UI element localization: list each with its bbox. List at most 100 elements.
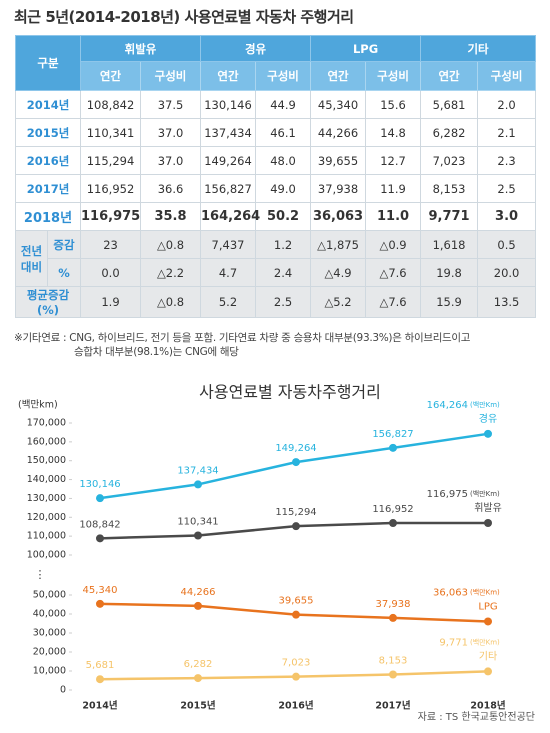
table-cell: 164,264 bbox=[200, 202, 260, 231]
table-cell: 9,771 bbox=[420, 202, 479, 231]
table-cell: 11.0 bbox=[365, 202, 422, 231]
header-cell: 구성비 bbox=[255, 61, 312, 91]
x-tick-label: 2018년 bbox=[470, 700, 505, 712]
header-row: 구분 휘발유 경유 LPG 기타 bbox=[14, 35, 537, 91]
table-cell: △0.9 bbox=[365, 230, 422, 259]
table-cell: 13.5 bbox=[477, 286, 537, 318]
y-tick-label: 160,000 bbox=[27, 436, 66, 447]
data-point bbox=[96, 599, 104, 608]
table-cell: 149,264 bbox=[200, 146, 257, 175]
header-cell: 기타 bbox=[420, 35, 537, 62]
table-cell: 20.0 bbox=[477, 258, 537, 287]
table-cell: 1.9 bbox=[80, 286, 142, 318]
table-cell: 50.2 bbox=[255, 202, 312, 231]
table-cell: 15.9 bbox=[420, 286, 479, 318]
y-tick-label: 110,000 bbox=[27, 531, 66, 542]
table-title: 최근 5년(2014-2018년) 사용연료별 자동차 주행거리 bbox=[14, 8, 354, 26]
table-cell: 8,153 bbox=[420, 174, 479, 203]
table-cell: 115,294 bbox=[80, 146, 142, 175]
data-label: 110,341 bbox=[177, 516, 218, 527]
table-cell: 15.6 bbox=[365, 90, 422, 119]
table-cell: 48.0 bbox=[255, 146, 312, 175]
data-label: 44,266 bbox=[181, 587, 216, 598]
data-point bbox=[292, 672, 300, 681]
note-line: ※기타연료 : CNG, 하이브리드, 전기 등을 포함. 기타연료 차량 중 … bbox=[14, 332, 471, 344]
table-cell: 2.5 bbox=[255, 286, 312, 318]
table-cell: 2.3 bbox=[477, 146, 537, 175]
table-row: 2016년 115,294 37.0 149,264 48.0 39,655 12.7 7,0… bbox=[14, 146, 537, 175]
x-tick-label: 2015년 bbox=[180, 700, 215, 712]
data-label: 5,681 bbox=[86, 660, 115, 671]
table-cell: △7.6 bbox=[365, 286, 422, 318]
y-tick-label: 170,000 bbox=[27, 418, 66, 429]
unit-note: (백만Km) bbox=[470, 400, 500, 409]
header-cell: 경유 bbox=[200, 35, 312, 62]
data-point bbox=[96, 675, 104, 684]
header-cell: 연간 bbox=[310, 61, 367, 91]
table-cell: △7.6 bbox=[365, 258, 422, 287]
data-label: 39,655 bbox=[279, 596, 314, 607]
data-point bbox=[484, 617, 492, 626]
note: ※기타연료 : CNG, 하이브리드, 전기 등을 포함. 기타연료 차량 중 … bbox=[14, 331, 470, 359]
data-point bbox=[194, 531, 202, 540]
table: 구분 휘발유 경유 LPG 기타 연간 구성비 연간 구성비 연간 구성비 연간 구성비 2014년 108… bbox=[14, 35, 537, 318]
data-label: 116,952 bbox=[372, 504, 413, 515]
table-cell: △0.8 bbox=[140, 286, 202, 318]
table-cell: △0.8 bbox=[140, 230, 202, 259]
data-point bbox=[389, 519, 397, 528]
row-group-label: 전년 대비 bbox=[15, 230, 48, 287]
table-cell: 35.8 bbox=[140, 202, 202, 231]
data-point bbox=[389, 613, 397, 622]
table-cell: 12.7 bbox=[365, 146, 422, 175]
data-point bbox=[96, 534, 104, 543]
table-cell: 130,146 bbox=[200, 90, 257, 119]
series-name: 휘발유 bbox=[474, 502, 502, 514]
table-cell: 0.5 bbox=[477, 230, 537, 259]
header-cell: 휘발유 bbox=[80, 35, 202, 62]
y-tick-label: 0 bbox=[60, 685, 66, 696]
header-cell: 구성비 bbox=[140, 61, 202, 91]
series-name: 기타 bbox=[479, 650, 497, 662]
note-line: 승합차 대부분(98.1%)는 CNG에 해당 bbox=[74, 346, 239, 358]
data-label: 115,294 bbox=[275, 507, 316, 518]
table-cell: 2.0 bbox=[477, 90, 537, 119]
data-label: 156,827 bbox=[372, 429, 413, 440]
data-point bbox=[194, 480, 202, 489]
header-cell: 구분 bbox=[14, 35, 82, 91]
table-cell: 2.5 bbox=[477, 174, 537, 203]
data-label: 149,264 bbox=[275, 443, 316, 454]
table-cell: 45,340 bbox=[310, 90, 367, 119]
data-label: 7,023 bbox=[282, 658, 311, 669]
data-label: 137,434 bbox=[177, 465, 218, 476]
y-tick-label: 100,000 bbox=[27, 550, 66, 561]
data-point bbox=[484, 429, 492, 438]
y-axis-label: (백만km) bbox=[18, 400, 58, 411]
table-cell: △4.9 bbox=[310, 258, 367, 287]
data-label: 130,146 bbox=[79, 479, 120, 490]
y-tick-label: 130,000 bbox=[27, 493, 66, 504]
header-row: 연간 구성비 연간 구성비 연간 구성비 연간 구성비 bbox=[16, 61, 537, 91]
row-label: 증감 bbox=[46, 230, 82, 259]
series-name: LPG bbox=[478, 601, 497, 612]
y-tick-label: 50,000 bbox=[33, 590, 66, 601]
table-cell: 5.2 bbox=[200, 286, 257, 318]
data-point bbox=[96, 494, 104, 503]
header-cell: 구성비 bbox=[477, 61, 537, 91]
y-tick-label: 140,000 bbox=[27, 474, 66, 485]
data-label: 9,771 bbox=[439, 637, 468, 648]
table-cell: 19.8 bbox=[420, 258, 479, 287]
y-tick-label: 30,000 bbox=[33, 628, 66, 639]
table-cell: 37.0 bbox=[140, 146, 202, 175]
table-cell: 7,437 bbox=[200, 230, 257, 259]
table-cell: △5.2 bbox=[310, 286, 367, 318]
header-cell: 구성비 bbox=[365, 61, 422, 91]
unit-note: (백만Km) bbox=[470, 587, 500, 596]
table-cell: 4.7 bbox=[200, 258, 257, 287]
data-label: 37,938 bbox=[376, 599, 411, 610]
table-cell: 44,266 bbox=[310, 118, 367, 147]
table-row: 평균증감(%) 1.9 △0.8 5.2 2.5 △5.2 △7.6 15.9 13.5 bbox=[14, 286, 537, 318]
row-label: % bbox=[46, 258, 82, 287]
y-tick-label: 20,000 bbox=[33, 647, 66, 658]
y-tick-label: 10,000 bbox=[33, 666, 66, 677]
